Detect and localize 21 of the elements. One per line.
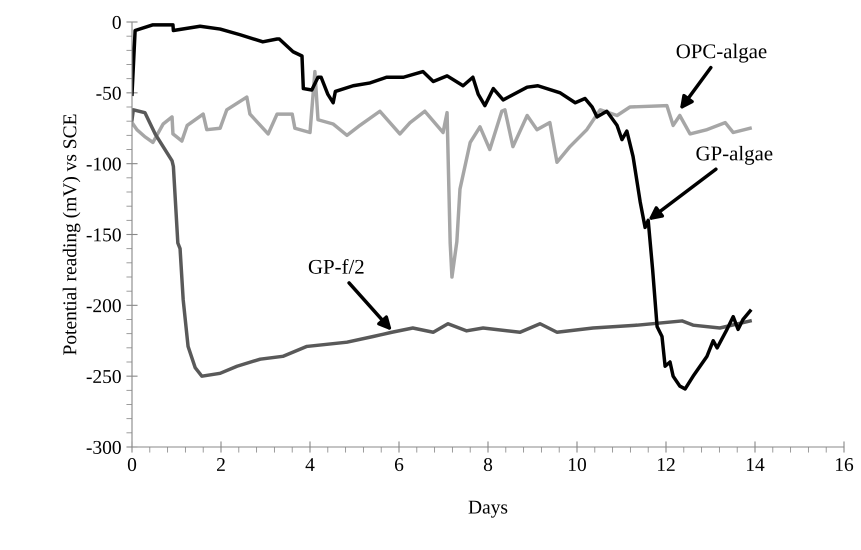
y-axis-title: Potential reading (mV) vs SCE — [62, 114, 80, 355]
y-tick-label: -50 — [96, 86, 121, 100]
annotation: GP-f/2 — [308, 258, 364, 274]
x-tick-label: 0 — [128, 458, 136, 472]
annotation: GP-algae — [696, 146, 772, 165]
x-tick-label: 10 — [568, 458, 586, 472]
annotation: OPC-algae — [676, 44, 766, 63]
x-tick-label: 14 — [746, 458, 764, 471]
x-tick-label: 8 — [484, 458, 492, 472]
y-tick-label: -200 — [86, 299, 121, 312]
x-tick-label: 16 — [836, 458, 854, 472]
x-axis-title: Days — [468, 500, 508, 518]
x-tick-label: 6 — [394, 458, 404, 472]
x-tick-label: 2 — [216, 458, 225, 471]
y-tick-label: -300 — [86, 440, 121, 454]
y-tick-label: -150 — [86, 228, 121, 242]
y-tick-label: -250 — [86, 370, 121, 384]
y-tick-label: -100 — [86, 157, 121, 171]
x-tick-label: 12 — [658, 458, 675, 471]
y-tick-label: 0 — [112, 16, 121, 29]
x-tick-label: 4 — [306, 458, 315, 471]
